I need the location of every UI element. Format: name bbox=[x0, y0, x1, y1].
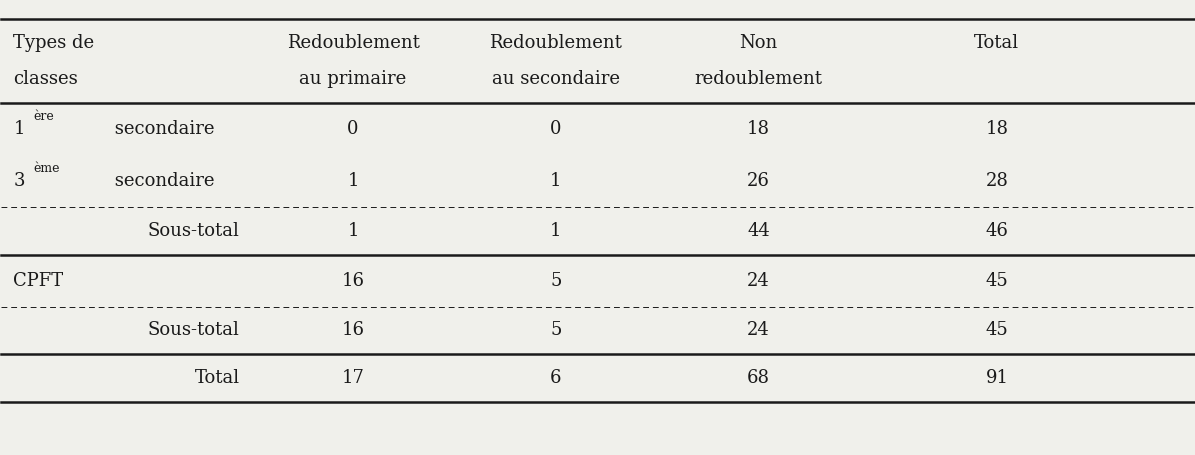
Text: 17: 17 bbox=[342, 369, 364, 387]
Text: Sous-total: Sous-total bbox=[148, 222, 240, 240]
Text: secondaire: secondaire bbox=[109, 172, 214, 190]
Text: redoublement: redoublement bbox=[694, 70, 822, 88]
Text: 5: 5 bbox=[550, 272, 562, 290]
Text: 91: 91 bbox=[986, 369, 1009, 387]
Text: 0: 0 bbox=[550, 120, 562, 138]
Text: Redoublement: Redoublement bbox=[287, 34, 419, 52]
Text: 1: 1 bbox=[550, 222, 562, 240]
Text: Redoublement: Redoublement bbox=[489, 34, 623, 52]
Text: 26: 26 bbox=[747, 172, 770, 190]
Text: au secondaire: au secondaire bbox=[492, 70, 620, 88]
Text: Non: Non bbox=[740, 34, 778, 52]
Text: 1: 1 bbox=[348, 222, 358, 240]
Text: 68: 68 bbox=[747, 369, 770, 387]
Text: 1: 1 bbox=[550, 172, 562, 190]
Text: Total: Total bbox=[195, 369, 240, 387]
Text: 16: 16 bbox=[342, 272, 364, 290]
Text: Types de: Types de bbox=[13, 34, 94, 52]
Text: Sous-total: Sous-total bbox=[148, 321, 240, 339]
Text: 5: 5 bbox=[550, 321, 562, 339]
Text: 1: 1 bbox=[348, 172, 358, 190]
Text: 6: 6 bbox=[550, 369, 562, 387]
Text: 0: 0 bbox=[348, 120, 358, 138]
Text: 45: 45 bbox=[986, 272, 1009, 290]
Text: 24: 24 bbox=[747, 321, 770, 339]
Text: 3: 3 bbox=[13, 172, 25, 190]
Text: Total: Total bbox=[974, 34, 1019, 52]
Text: CPFT: CPFT bbox=[13, 272, 63, 290]
Text: 18: 18 bbox=[747, 120, 770, 138]
Text: au primaire: au primaire bbox=[300, 70, 406, 88]
Text: 28: 28 bbox=[986, 172, 1009, 190]
Text: 45: 45 bbox=[986, 321, 1009, 339]
Text: ème: ème bbox=[33, 162, 60, 175]
Text: 18: 18 bbox=[986, 120, 1009, 138]
Text: 46: 46 bbox=[986, 222, 1009, 240]
Text: 1: 1 bbox=[13, 120, 25, 138]
Text: 16: 16 bbox=[342, 321, 364, 339]
Text: 44: 44 bbox=[747, 222, 770, 240]
Text: 24: 24 bbox=[747, 272, 770, 290]
Text: ère: ère bbox=[33, 110, 54, 123]
Text: classes: classes bbox=[13, 70, 78, 88]
Text: secondaire: secondaire bbox=[109, 120, 214, 138]
